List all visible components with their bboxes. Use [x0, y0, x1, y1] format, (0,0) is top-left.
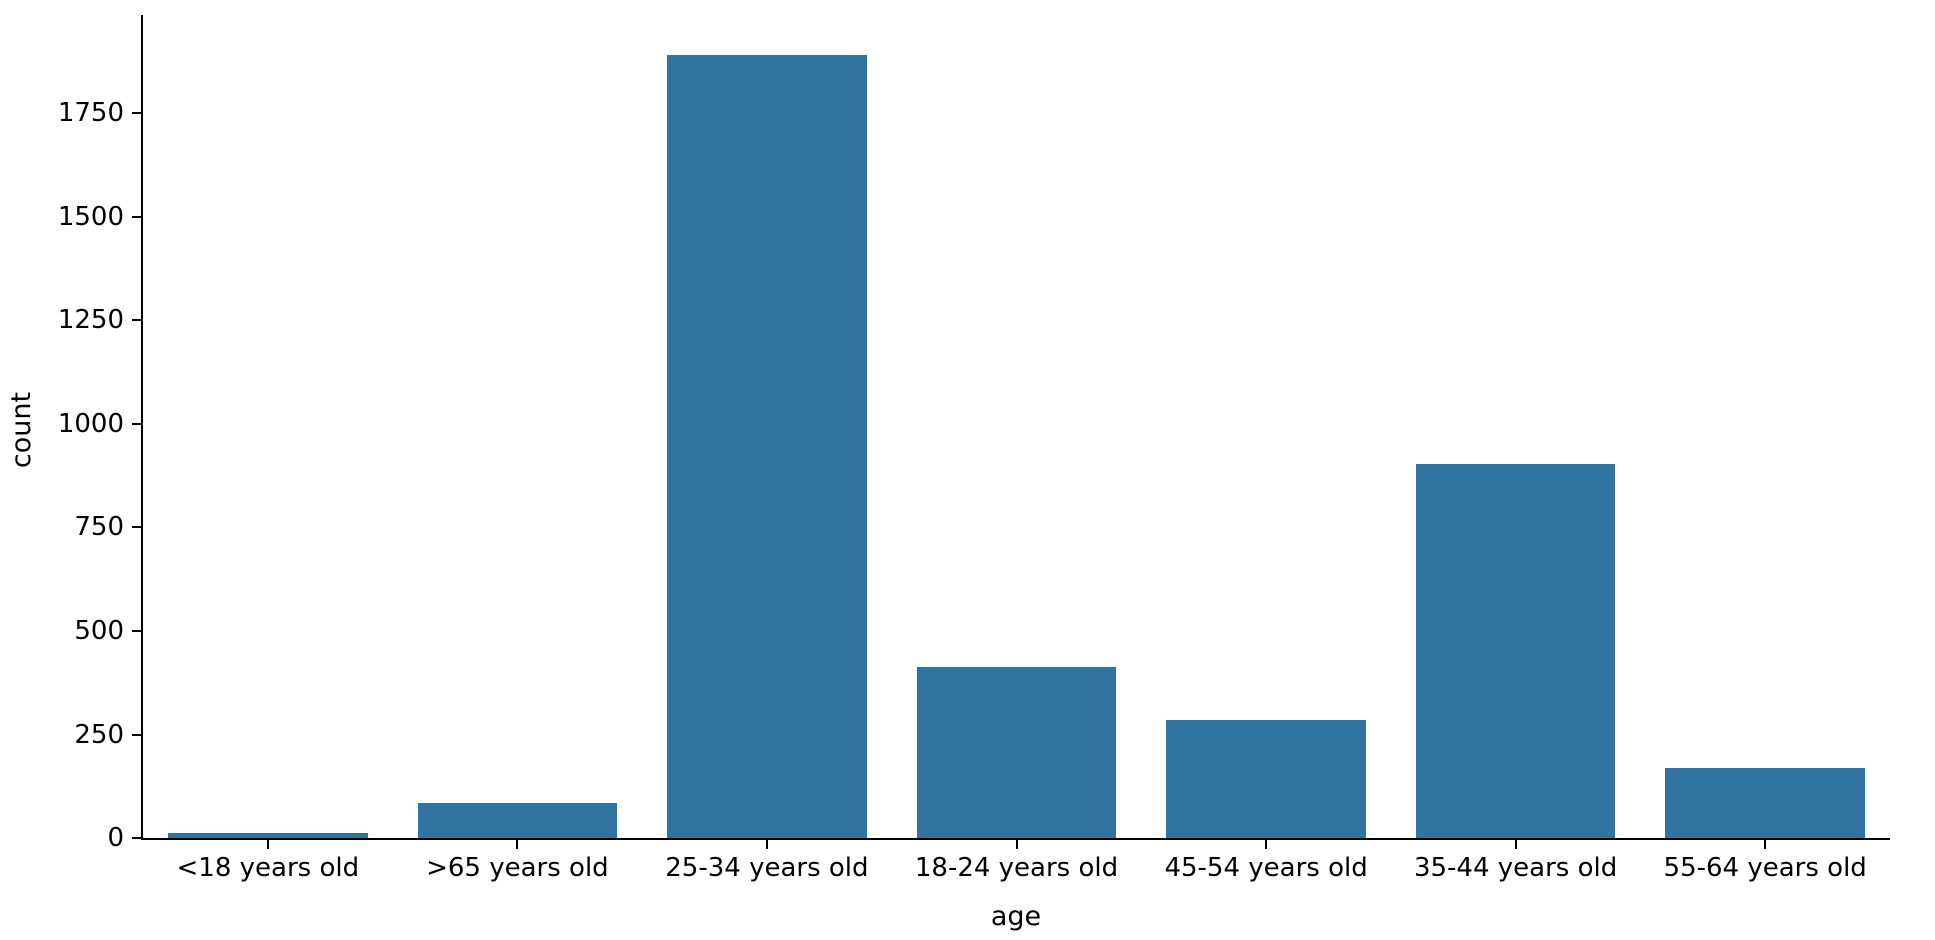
y-axis-line	[141, 15, 143, 840]
y-tick-label-0: 0	[107, 823, 124, 853]
x-tick-label-18-years-old: <18 years old	[176, 853, 360, 883]
y-tick-mark	[132, 837, 141, 839]
y-axis-title: count	[6, 391, 37, 469]
bar-18-years-old	[168, 832, 368, 838]
y-tick-mark	[132, 319, 141, 322]
x-tick-label-25-34-years-old: 25-34 years old	[665, 853, 869, 883]
x-tick-label-55-64-years-old: 55-64 years old	[1663, 853, 1867, 883]
x-tick-label-65-years-old: >65 years old	[426, 853, 609, 883]
x-tick-mark	[266, 840, 269, 849]
x-axis-line	[141, 838, 1890, 840]
x-tick-label-35-44-years-old: 35-44 years old	[1413, 853, 1618, 883]
y-tick-label-750: 750	[74, 512, 124, 543]
x-tick-label-45-54-years-old: 45-54 years old	[1164, 853, 1368, 883]
y-tick-mark	[132, 629, 141, 632]
y-tick-mark	[132, 215, 141, 218]
x-tick-mark	[1764, 840, 1767, 849]
y-tick-label-1750: 1750	[57, 98, 124, 129]
x-tick-mark	[1514, 840, 1517, 849]
bar-25-34-years-old	[667, 55, 867, 838]
y-tick-label-1000: 1000	[57, 408, 124, 439]
y-tick-mark	[132, 422, 141, 425]
x-tick-mark	[1265, 840, 1268, 849]
x-tick-label-18-24-years-old: 18-24 years old	[914, 853, 1119, 883]
x-axis-title: age	[990, 901, 1042, 932]
y-tick-label-1500: 1500	[57, 201, 124, 232]
y-tick-mark	[132, 526, 141, 529]
bar-45-54-years-old	[1166, 720, 1366, 838]
y-tick-mark	[132, 733, 141, 736]
bar-65-years-old	[417, 802, 618, 838]
bar-18-24-years-old	[916, 666, 1117, 838]
x-tick-mark	[516, 840, 519, 849]
y-tick-mark	[132, 112, 141, 115]
x-tick-mark	[1015, 840, 1018, 849]
bar-35-44-years-old	[1415, 463, 1616, 838]
x-tick-mark	[765, 840, 768, 849]
y-tick-label-500: 500	[74, 615, 124, 646]
bar-55-64-years-old	[1665, 767, 1866, 838]
y-tick-label-1250: 1250	[57, 305, 124, 336]
y-tick-label-250: 250	[74, 719, 124, 750]
